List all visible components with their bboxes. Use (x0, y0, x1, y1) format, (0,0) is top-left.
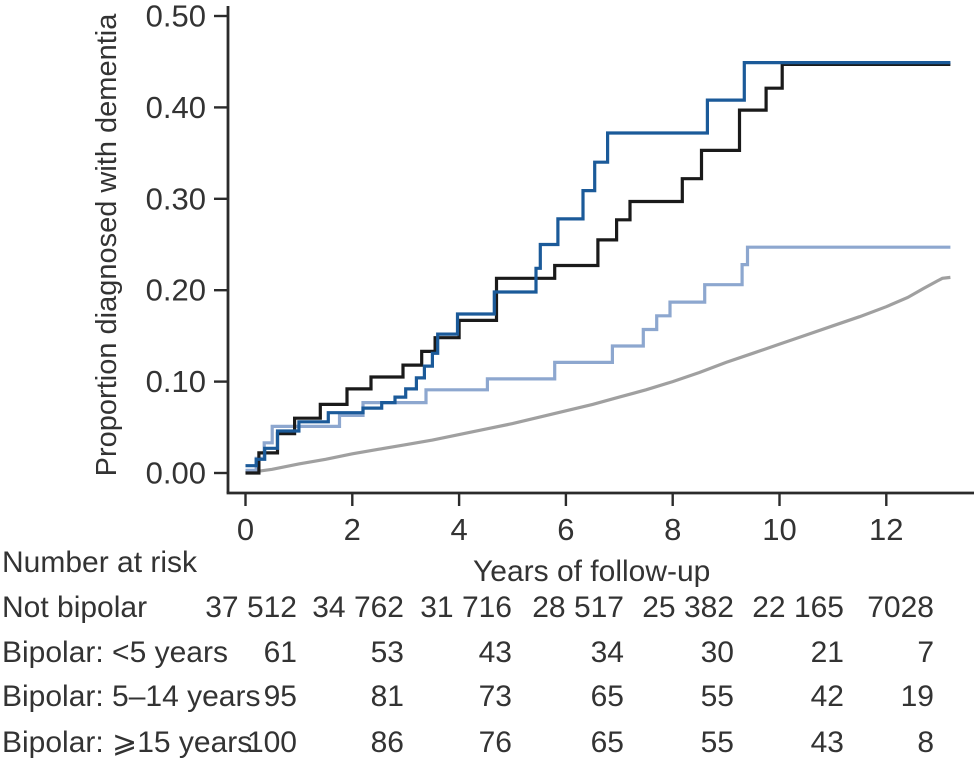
risk-value: 22 165 (752, 591, 844, 624)
risk-value: 53 (370, 636, 404, 669)
risk-value: 28 517 (532, 591, 624, 624)
x-tick-label: 10 (762, 512, 796, 545)
x-tick-label: 12 (869, 512, 903, 545)
risk-value: 43 (478, 636, 512, 669)
risk-value: 25 382 (642, 591, 734, 624)
x-tick-label: 6 (557, 512, 574, 545)
risk-row-label: Bipolar: 5–14 years (2, 680, 261, 713)
risk-value: 95 (263, 680, 297, 713)
y-axis-title: Proportion diagnosed with dementia (91, 13, 123, 477)
risk-value: 21 (810, 636, 844, 669)
risk-value: 65 (590, 680, 624, 713)
y-tick-label: 0.30 (146, 181, 206, 216)
risk-value: 100 (246, 726, 297, 759)
x-tick-label: 8 (664, 512, 681, 545)
number-at-risk-heading: Number at risk (2, 546, 198, 579)
risk-value: 7 (917, 636, 934, 669)
risk-value: 42 (810, 680, 844, 713)
risk-value: 30 (700, 636, 734, 669)
risk-value: 19 (900, 680, 934, 713)
x-tick-label: 4 (450, 512, 467, 545)
y-tick-label: 0.00 (146, 456, 206, 491)
dark-blue-step-curve (245, 61, 951, 468)
risk-value: 43 (810, 726, 844, 759)
x-axis-title: Years of follow-up (473, 555, 711, 588)
survival-plot: 0.00 0.10 0.20 0.30 0.40 0.50 0 2 4 6 8 10 12 (146, 0, 974, 545)
y-tick-label: 0.40 (146, 90, 206, 125)
risk-value: 86 (370, 726, 404, 759)
risk-row-label: Bipolar: <5 years (2, 636, 228, 669)
light-blue-step-curve (245, 245, 951, 472)
risk-value: 8 (917, 726, 934, 759)
risk-row-label: Not bipolar (2, 591, 148, 624)
risk-value: 37 512 (205, 591, 297, 624)
risk-value: 34 762 (312, 591, 404, 624)
y-tick-label: 0.10 (146, 364, 206, 399)
risk-value: 65 (590, 726, 624, 759)
risk-value: 31 716 (420, 591, 512, 624)
gray-smooth-curve (245, 275, 951, 475)
black-step-curve (245, 62, 951, 475)
x-tick-label: 0 (237, 512, 254, 545)
risk-value: 7028 (867, 591, 934, 624)
risk-value: 73 (478, 680, 512, 713)
x-tick-label: 2 (344, 512, 361, 545)
risk-value: 61 (263, 636, 297, 669)
risk-value: 55 (700, 726, 734, 759)
y-tick-label: 0.20 (146, 273, 206, 308)
risk-value: 76 (478, 726, 512, 759)
risk-value: 81 (370, 680, 404, 713)
risk-value: 55 (700, 680, 734, 713)
y-tick-label: 0.50 (146, 0, 206, 34)
risk-value: 34 (590, 636, 624, 669)
risk-row-label: Bipolar: ⩾15 years (2, 726, 253, 759)
